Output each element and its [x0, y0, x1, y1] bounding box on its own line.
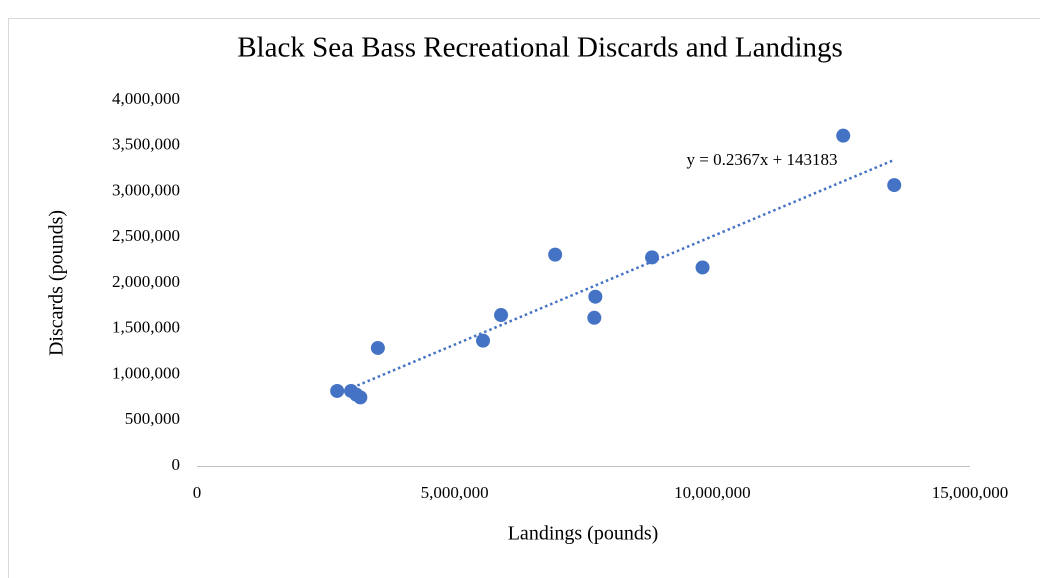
- data-point: [887, 178, 902, 193]
- y-tick-label: 2,500,000: [112, 226, 180, 245]
- y-tick-label: 3,500,000: [112, 135, 180, 154]
- y-tick-label: 2,000,000: [112, 272, 180, 291]
- trendline-label: y = 0.2367x + 143183: [687, 150, 838, 169]
- data-point: [330, 383, 345, 398]
- x-tick-label: 0: [193, 483, 202, 502]
- data-point: [587, 310, 602, 325]
- data-point: [370, 340, 385, 355]
- data-point: [695, 260, 710, 275]
- data-point: [645, 250, 660, 265]
- y-tick-label: 0: [172, 455, 181, 474]
- y-tick-label: 3,000,000: [112, 180, 180, 199]
- x-tick-label: 15,000,000: [932, 483, 1009, 502]
- chart-title: Black Sea Bass Recreational Discards and…: [237, 32, 843, 64]
- data-point: [353, 390, 368, 405]
- x-axis-title: Landings (pounds): [508, 523, 659, 545]
- data-point: [548, 247, 563, 262]
- y-tick-label: 500,000: [125, 409, 180, 428]
- y-tick-label: 1,000,000: [112, 363, 180, 382]
- chart-frame: [8, 18, 1040, 578]
- y-tick-label: 1,500,000: [112, 318, 180, 337]
- y-tick-label: 4,000,000: [112, 89, 180, 108]
- data-point: [588, 289, 603, 304]
- x-tick-label: 5,000,000: [421, 483, 489, 502]
- x-tick-label: 10,000,000: [674, 483, 751, 502]
- trendline: [336, 158, 895, 396]
- y-axis-title: Discards (pounds): [46, 210, 68, 356]
- data-point: [494, 308, 509, 323]
- data-point: [476, 333, 491, 348]
- data-point: [836, 128, 851, 143]
